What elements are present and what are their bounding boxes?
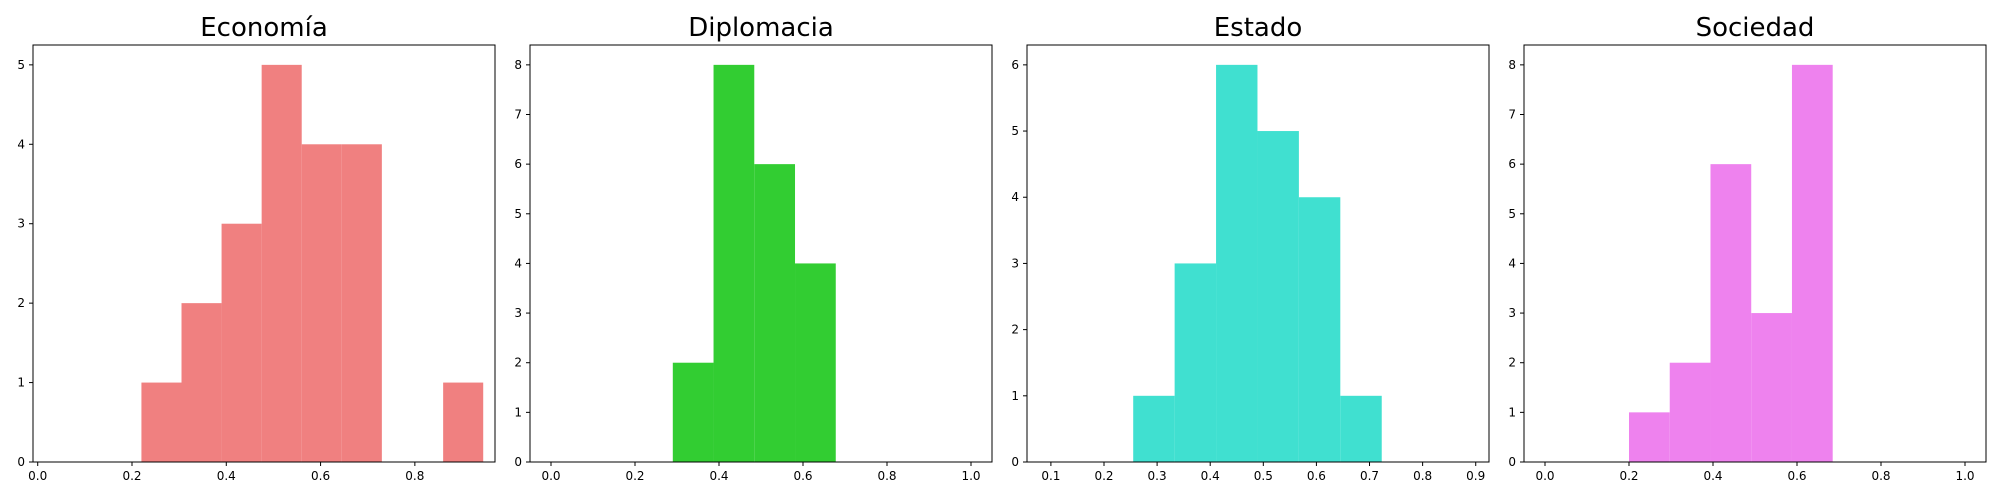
histogram-bar <box>1133 395 1175 462</box>
y-tick-label: 1 <box>1508 405 1516 419</box>
histogram-bar <box>713 64 755 462</box>
panel-sociedad: Sociedad 0.0 0.2 0.4 0.6 0.8 1.0 0 1 2 3 4 5 6 7 8 <box>1508 13 1987 483</box>
y-tick-label: 2 <box>1011 323 1019 337</box>
y-tick-label: 6 <box>1508 157 1516 171</box>
y-tick-label: 3 <box>1011 256 1019 270</box>
x-tick-label: 0.6 <box>1307 469 1326 483</box>
x-tick-label: 0.5 <box>1254 469 1273 483</box>
y-tick-label: 5 <box>17 58 25 72</box>
x-tick-label: 0.8 <box>877 469 896 483</box>
y-tick-label: 7 <box>1508 108 1516 122</box>
x-tick-label: 0.8 <box>1871 469 1890 483</box>
histogram-bar <box>301 144 342 463</box>
panel-diplomacia: Diplomacia 0.0 0.2 0.4 0.6 0.8 1.0 0 1 2 3 4 5 6 7 8 <box>514 13 993 483</box>
histogram-bar <box>181 303 222 462</box>
panel-title: Estado <box>1214 13 1303 43</box>
histogram-bar <box>1340 395 1382 462</box>
histogram-bar <box>1669 362 1711 462</box>
histogram-bar <box>443 382 484 462</box>
y-tick-label: 1 <box>17 376 25 390</box>
histogram-bar <box>1710 164 1752 462</box>
panel-title: Diplomacia <box>688 13 834 43</box>
axes-frame <box>1026 44 1490 463</box>
x-tick-label: 0.8 <box>405 469 424 483</box>
x-tick-label: 0.7 <box>1360 469 1379 483</box>
histogram-bar <box>1298 197 1341 462</box>
histogram-bar <box>754 164 796 462</box>
y-tick-label: 6 <box>1011 58 1019 72</box>
x-tick-label: 0.4 <box>709 469 728 483</box>
y-tick-label: 3 <box>1508 306 1516 320</box>
x-tick-label: 0.4 <box>1703 469 1722 483</box>
histogram-bar <box>1751 313 1792 462</box>
histogram-bar <box>141 382 182 462</box>
y-tick-label: 6 <box>514 157 522 171</box>
panel-title: Sociedad <box>1696 13 1815 43</box>
y-tick-label: 4 <box>1011 190 1019 204</box>
histogram-bar <box>221 223 262 462</box>
x-tick-label: 0.4 <box>217 469 236 483</box>
y-tick-label: 7 <box>514 108 522 122</box>
y-tick-label: 0 <box>514 455 522 469</box>
x-tick-label: 1.0 <box>961 469 980 483</box>
x-tick-label: 0.1 <box>1041 469 1060 483</box>
panel-title: Economía <box>200 13 328 43</box>
x-tick-label: 0.6 <box>1787 469 1806 483</box>
x-tick-label: 0.9 <box>1466 469 1485 483</box>
y-tick-label: 0 <box>17 455 25 469</box>
x-tick-label: 0.6 <box>793 469 812 483</box>
x-tick-label: 0.2 <box>1094 469 1113 483</box>
x-tick-label: 1.0 <box>1955 469 1974 483</box>
histogram-bar <box>672 362 714 462</box>
y-tick-label: 5 <box>514 207 522 221</box>
histogram-bar <box>341 144 382 463</box>
y-tick-label: 5 <box>1011 124 1019 138</box>
y-tick-label: 8 <box>1508 58 1516 72</box>
histogram-bar <box>1257 131 1299 463</box>
y-tick-label: 2 <box>1508 356 1516 370</box>
x-tick-label: 0.2 <box>625 469 644 483</box>
histogram-bar <box>1791 64 1833 462</box>
y-tick-label: 5 <box>1508 207 1516 221</box>
y-tick-label: 2 <box>17 296 25 310</box>
x-tick-label: 0.6 <box>311 469 330 483</box>
y-tick-label: 0 <box>1011 455 1019 469</box>
histogram-bar <box>1174 263 1217 462</box>
x-tick-label: 0.0 <box>28 469 47 483</box>
x-tick-label: 0.0 <box>541 469 560 483</box>
y-tick-label: 1 <box>1011 389 1019 403</box>
y-tick-label: 3 <box>17 217 25 231</box>
x-tick-label: 0.2 <box>122 469 141 483</box>
y-tick-label: 2 <box>514 356 522 370</box>
panel-economia: Economía 0.0 0.2 0.4 0.6 0.8 0 1 2 3 4 5 <box>17 13 496 483</box>
y-tick-label: 4 <box>17 137 25 151</box>
y-tick-label: 8 <box>514 58 522 72</box>
histogram-bar <box>1216 64 1258 462</box>
x-tick-label: 0.3 <box>1148 469 1167 483</box>
y-tick-label: 0 <box>1508 455 1516 469</box>
histogram-bar <box>795 263 836 462</box>
y-tick-label: 1 <box>514 405 522 419</box>
x-tick-label: 0.2 <box>1619 469 1638 483</box>
x-tick-label: 0.8 <box>1413 469 1432 483</box>
histogram-bar <box>1629 412 1670 462</box>
histogram-bar <box>261 64 302 462</box>
y-tick-label: 3 <box>514 306 522 320</box>
x-tick-label: 0.0 <box>1535 469 1554 483</box>
x-tick-label: 0.4 <box>1201 469 1220 483</box>
y-tick-label: 4 <box>514 256 522 270</box>
axes-frame <box>32 44 496 463</box>
y-tick-label: 4 <box>1508 256 1516 270</box>
axes-frame <box>529 44 993 463</box>
axes-frame <box>1523 44 1987 463</box>
panel-estado: Estado 0.1 0.2 0.3 0.4 0.5 0.6 0.7 0.8 0.9 0 1 2 3 4 5… <box>1011 13 1490 483</box>
